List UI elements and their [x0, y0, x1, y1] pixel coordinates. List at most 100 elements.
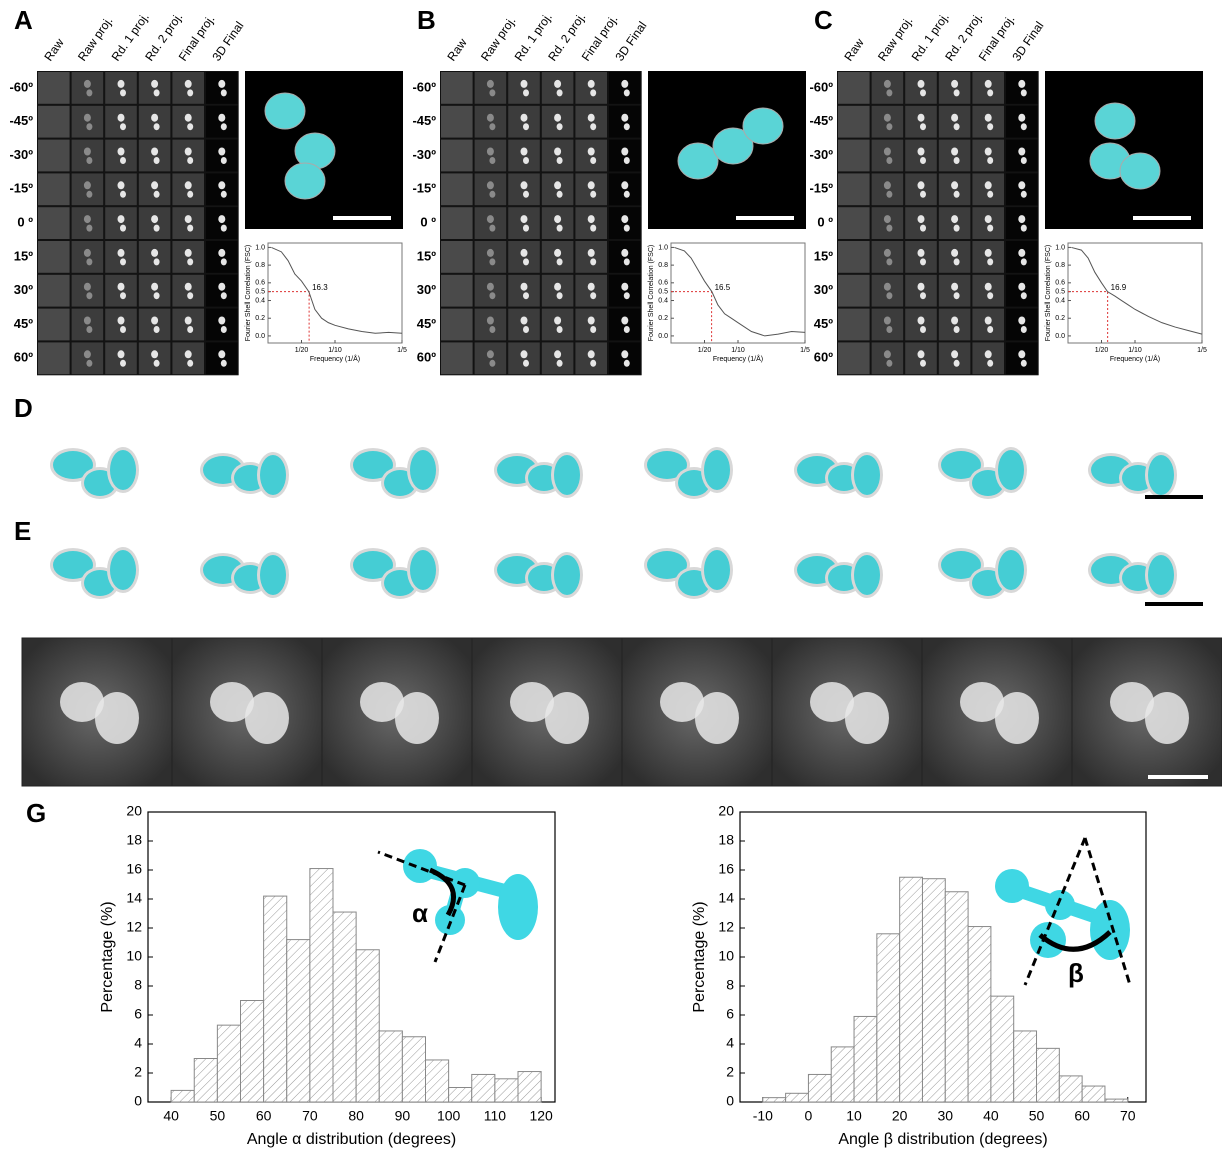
tilt-image — [838, 105, 871, 138]
bar — [472, 1074, 495, 1102]
y-tick-label: 12 — [718, 919, 734, 935]
y-axis-label: Fourier Shell Correlation (FSC) — [648, 245, 655, 341]
y-tick-label: 0.2 — [1055, 315, 1065, 322]
particle — [918, 350, 925, 358]
tilt-angle: 45º — [417, 316, 436, 331]
particle — [154, 123, 160, 130]
y-tick-label: 2 — [134, 1064, 142, 1080]
particle — [884, 283, 891, 291]
bar — [402, 1037, 425, 1102]
particle — [884, 249, 891, 257]
particle — [590, 258, 596, 265]
particle — [118, 181, 125, 189]
particle — [86, 326, 92, 333]
y-tick-label: 0.4 — [1055, 297, 1065, 304]
particle — [886, 225, 892, 232]
particle — [84, 80, 91, 88]
particle — [1018, 249, 1025, 257]
particle — [120, 89, 126, 96]
x-tick-label: 1/10 — [1128, 347, 1142, 354]
angle-symbol: β — [1068, 958, 1084, 988]
tilt-angle: 45º — [14, 316, 33, 331]
bar — [241, 1001, 264, 1103]
bar — [991, 996, 1014, 1102]
density-core — [554, 455, 580, 495]
tilt-image — [938, 105, 971, 138]
y-axis-label: Percentage (%) — [691, 901, 708, 1012]
particle — [523, 157, 529, 164]
particle — [886, 157, 892, 164]
y-tick-label: 0.8 — [658, 262, 668, 269]
particle — [86, 258, 92, 265]
tilt-image — [838, 274, 871, 307]
particle — [86, 225, 92, 232]
particle — [218, 181, 225, 189]
schematic-ball — [1090, 900, 1130, 960]
particle — [985, 283, 992, 291]
particle — [1018, 350, 1025, 358]
particle — [489, 191, 495, 198]
particle — [1021, 225, 1027, 232]
particle — [185, 283, 192, 291]
panel-label: B — [417, 5, 436, 35]
particle — [884, 317, 891, 325]
particle — [920, 258, 926, 265]
particle — [624, 89, 630, 96]
particle — [624, 225, 630, 232]
particle — [920, 326, 926, 333]
particle — [954, 258, 960, 265]
map-3d-density — [265, 93, 305, 129]
particle — [951, 181, 958, 189]
tilt-image — [905, 105, 938, 138]
particle — [884, 114, 891, 122]
particle — [588, 249, 595, 257]
particle — [624, 326, 630, 333]
tilt-image — [441, 173, 474, 206]
tilt-image — [38, 105, 71, 138]
particle — [1021, 258, 1027, 265]
particle — [120, 225, 126, 232]
panel-label: A — [14, 5, 33, 35]
tilt-angle: 0 º — [420, 215, 436, 230]
particle — [621, 350, 628, 358]
particle — [487, 317, 494, 325]
y-tick-label: 0.5 — [658, 289, 668, 296]
particle — [221, 258, 227, 265]
y-tick-label: 20 — [126, 803, 142, 819]
density-core — [998, 550, 1024, 590]
particle — [120, 191, 126, 198]
tilt-angle: -15º — [412, 181, 436, 196]
tilt-angle: -30º — [9, 147, 33, 162]
particle — [523, 89, 529, 96]
particle — [621, 114, 628, 122]
tilt-angle: 60º — [814, 350, 833, 365]
figure: ABCDEFGRawRaw proj.Rd. 1 proj.Rd. 2 proj… — [0, 0, 1222, 1154]
particle — [185, 114, 192, 122]
scale-bar — [736, 216, 794, 220]
y-tick-label: 10 — [126, 948, 142, 964]
particle — [624, 191, 630, 198]
tilt-angle: -30º — [809, 147, 833, 162]
x-tick-label: 1/10 — [328, 347, 342, 354]
particle — [590, 123, 596, 130]
density-core — [998, 450, 1024, 490]
density-core — [854, 555, 880, 595]
tilt-angle: 15º — [417, 248, 436, 263]
particle — [489, 292, 495, 299]
particle — [557, 89, 563, 96]
particle — [84, 181, 91, 189]
particle — [557, 360, 563, 367]
y-tick-label: 0.0 — [255, 333, 265, 340]
tilt-angle: 60º — [14, 350, 33, 365]
particle — [954, 292, 960, 299]
schematic-ball — [1045, 890, 1075, 920]
particle — [218, 249, 225, 257]
particle — [1021, 157, 1027, 164]
particle — [590, 191, 596, 198]
particle — [185, 317, 192, 325]
particle — [918, 249, 925, 257]
x-axis-label: Frequency (1/Å) — [713, 354, 763, 363]
y-tick-label: 0.6 — [255, 280, 265, 287]
map-3d-density — [1095, 103, 1135, 139]
x-tick-label: 50 — [210, 1108, 226, 1124]
